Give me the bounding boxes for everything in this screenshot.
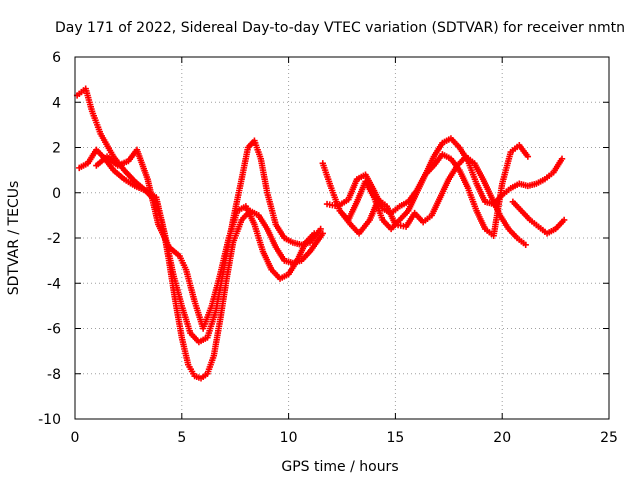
x-tick-label: 15 bbox=[386, 430, 404, 446]
x-axis-label: GPS time / hours bbox=[281, 459, 398, 475]
y-tick-label: -10 bbox=[38, 412, 61, 428]
series-track-3 bbox=[93, 146, 318, 332]
x-tick-label: 20 bbox=[493, 430, 511, 446]
data-point bbox=[558, 155, 566, 163]
plot-frame bbox=[74, 56, 610, 420]
tick-labels: 0 5 10 15 20 25 -10 -8 -6 -4 -2 0 2 4 6 bbox=[38, 50, 618, 446]
y-tick-label: -8 bbox=[47, 367, 61, 383]
x-tick-label: 10 bbox=[280, 430, 298, 446]
series-track-7 bbox=[509, 198, 568, 237]
series-track-5 bbox=[319, 142, 532, 239]
y-tick-label: 2 bbox=[52, 141, 61, 157]
y-tick-label: 4 bbox=[52, 95, 61, 111]
y-tick-label: -6 bbox=[47, 322, 61, 338]
x-tick-label: 25 bbox=[600, 430, 618, 446]
chart-title: Day 171 of 2022, Sidereal Day-to-day VTE… bbox=[55, 20, 625, 36]
data-point bbox=[560, 216, 568, 224]
y-tick-label: 0 bbox=[52, 186, 61, 202]
data-point bbox=[311, 230, 318, 237]
x-tick-label: 5 bbox=[177, 430, 186, 446]
series-track-6 bbox=[336, 153, 529, 248]
data-point bbox=[319, 230, 326, 237]
x-tick-label: 0 bbox=[71, 430, 80, 446]
data-point bbox=[522, 241, 529, 248]
data-point bbox=[317, 225, 324, 233]
y-tick-label: 6 bbox=[52, 50, 61, 66]
y-tick-label: -4 bbox=[47, 276, 61, 292]
data-marks bbox=[73, 85, 568, 382]
data-point bbox=[524, 153, 532, 160]
y-tick-label: -2 bbox=[47, 231, 61, 247]
y-axis-label: SDTVAR / TECUs bbox=[6, 181, 22, 296]
grid bbox=[75, 57, 609, 419]
